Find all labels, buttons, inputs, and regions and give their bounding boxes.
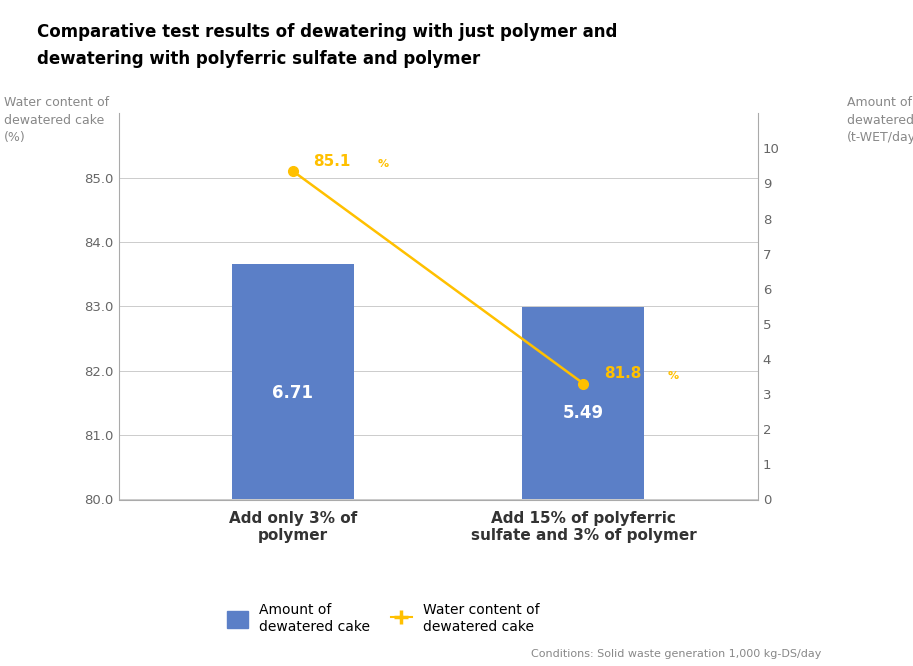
Text: dewatered cake: dewatered cake bbox=[847, 114, 913, 127]
Text: Water content of: Water content of bbox=[4, 97, 109, 109]
Legend: Amount of
dewatered cake, Water content of
dewatered cake: Amount of dewatered cake, Water content … bbox=[222, 598, 545, 639]
Bar bbox=[232, 264, 354, 500]
Text: (t-WET/day): (t-WET/day) bbox=[847, 131, 913, 144]
Text: Amount of: Amount of bbox=[847, 97, 912, 109]
Text: 5.49: 5.49 bbox=[563, 404, 604, 422]
Text: dewatering with polyferric sulfate and polymer: dewatering with polyferric sulfate and p… bbox=[37, 50, 479, 68]
Text: %: % bbox=[377, 159, 388, 168]
Text: dewatered cake: dewatered cake bbox=[4, 114, 104, 127]
Text: 6.71: 6.71 bbox=[272, 384, 313, 402]
Text: 85.1: 85.1 bbox=[313, 154, 351, 168]
Bar bbox=[522, 307, 645, 500]
Text: %: % bbox=[667, 371, 679, 381]
Text: 81.8: 81.8 bbox=[603, 366, 641, 381]
Text: (%): (%) bbox=[4, 131, 26, 144]
Text: Conditions: Solid waste generation 1,000 kg-DS/day: Conditions: Solid waste generation 1,000… bbox=[531, 649, 822, 659]
Text: Comparative test results of dewatering with just polymer and: Comparative test results of dewatering w… bbox=[37, 23, 617, 41]
